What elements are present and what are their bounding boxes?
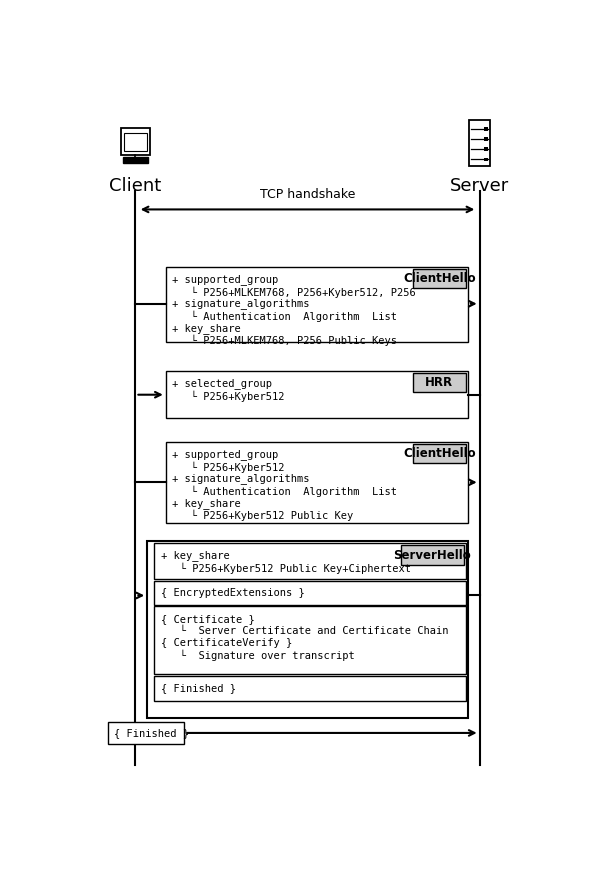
Bar [484, 127, 488, 130]
Text: { EncryptedExtensions }: { EncryptedExtensions } [161, 588, 304, 598]
Text: + supported_group: + supported_group [172, 449, 278, 460]
Text: ClientHello: ClientHello [403, 447, 476, 460]
Text: + signature_algorithms: + signature_algorithms [172, 473, 310, 485]
Bar [484, 148, 488, 150]
Bar [413, 444, 466, 463]
Bar [401, 545, 464, 565]
Text: + key_share: + key_share [172, 323, 241, 333]
Text: └ P256+Kyber512 Public Key: └ P256+Kyber512 Public Key [172, 510, 353, 522]
Text: └ P256+MLKEM768, P256+Kyber512, P256: └ P256+MLKEM768, P256+Kyber512, P256 [172, 286, 416, 298]
Text: { Finished }: { Finished } [114, 728, 189, 738]
Text: └  Server Certificate and Certificate Chain: └ Server Certificate and Certificate Cha… [161, 626, 448, 636]
Text: { Certificate }: { Certificate } [161, 613, 254, 624]
Bar [124, 133, 146, 150]
Bar [154, 606, 466, 675]
Text: └ Authentication  Algorithm  List: └ Authentication Algorithm List [172, 486, 397, 497]
Bar [166, 267, 468, 342]
Text: Server: Server [450, 177, 509, 195]
Text: { CertificateVerify }: { CertificateVerify } [161, 638, 292, 648]
Bar [484, 137, 488, 141]
Text: { Finished }: { Finished } [161, 683, 236, 694]
Bar [413, 373, 466, 392]
Bar [147, 541, 468, 718]
Text: + selected_group: + selected_group [172, 379, 272, 389]
Text: + key_share: + key_share [161, 550, 229, 561]
Bar [124, 157, 148, 163]
Bar [469, 120, 490, 165]
Text: TCP handshake: TCP handshake [260, 187, 355, 200]
Text: └ P256+MLKEM768, P256 Public Keys: └ P256+MLKEM768, P256 Public Keys [172, 335, 397, 346]
Text: + signature_algorithms: + signature_algorithms [172, 298, 310, 309]
Bar [166, 442, 468, 522]
Text: HRR: HRR [425, 376, 454, 389]
Bar [484, 158, 488, 161]
Text: + key_share: + key_share [172, 498, 241, 508]
Text: Client: Client [109, 177, 161, 195]
Bar [121, 128, 150, 155]
Bar [154, 542, 466, 579]
Text: └ P256+Kyber512: └ P256+Kyber512 [172, 390, 284, 402]
Text: ServerHello: ServerHello [394, 549, 471, 562]
Bar [154, 581, 466, 605]
Text: └  Signature over transcript: └ Signature over transcript [161, 650, 355, 662]
Text: └ Authentication  Algorithm  List: └ Authentication Algorithm List [172, 311, 397, 322]
Text: ClientHello: ClientHello [403, 271, 476, 284]
Bar [413, 269, 466, 288]
Bar [109, 722, 184, 744]
Bar [154, 676, 466, 701]
Text: └ P256+Kyber512: └ P256+Kyber512 [172, 461, 284, 472]
Text: + supported_group: + supported_group [172, 274, 278, 285]
Text: └ P256+Kyber512 Public Key+Ciphertext: └ P256+Kyber512 Public Key+Ciphertext [161, 563, 410, 574]
Bar [166, 371, 468, 418]
